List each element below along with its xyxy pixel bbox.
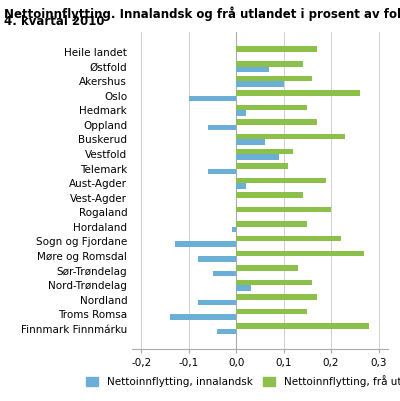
Bar — [236, 110, 246, 116]
Bar — [236, 140, 265, 145]
Bar — [189, 96, 236, 101]
Bar — [236, 192, 303, 198]
Bar — [217, 329, 236, 334]
Legend: Nettoinnflytting, innalandsk, Nettoinnflytting, frå utlandet: Nettoinnflytting, innalandsk, Nettoinnfl… — [84, 373, 400, 389]
Text: Nettoinnflytting. Innalandsk og frå utlandet i prosent av folkemengda.: Nettoinnflytting. Innalandsk og frå utla… — [4, 6, 400, 20]
Bar — [236, 67, 270, 72]
Bar — [208, 125, 236, 130]
Bar — [208, 168, 236, 174]
Bar — [236, 47, 317, 52]
Bar — [236, 323, 369, 329]
Bar — [232, 227, 236, 233]
Bar — [236, 236, 340, 241]
Bar — [236, 251, 364, 256]
Bar — [236, 178, 326, 183]
Bar — [236, 134, 345, 140]
Bar — [170, 314, 236, 320]
Bar — [236, 76, 312, 81]
Bar — [198, 256, 236, 261]
Bar — [236, 163, 288, 168]
Bar — [236, 279, 312, 285]
Bar — [236, 285, 250, 291]
Bar — [236, 119, 317, 125]
Text: 4. kvartal 2010: 4. kvartal 2010 — [4, 15, 104, 28]
Bar — [236, 265, 298, 271]
Bar — [212, 271, 236, 276]
Bar — [236, 61, 303, 67]
Bar — [198, 300, 236, 305]
Bar — [236, 90, 360, 96]
Bar — [236, 81, 284, 87]
Bar — [236, 154, 279, 160]
Bar — [236, 183, 246, 189]
Bar — [175, 241, 236, 247]
Bar — [236, 148, 293, 154]
Bar — [236, 221, 308, 227]
Bar — [236, 105, 308, 110]
Bar — [236, 207, 331, 213]
Bar — [236, 294, 317, 300]
Bar — [236, 309, 308, 314]
